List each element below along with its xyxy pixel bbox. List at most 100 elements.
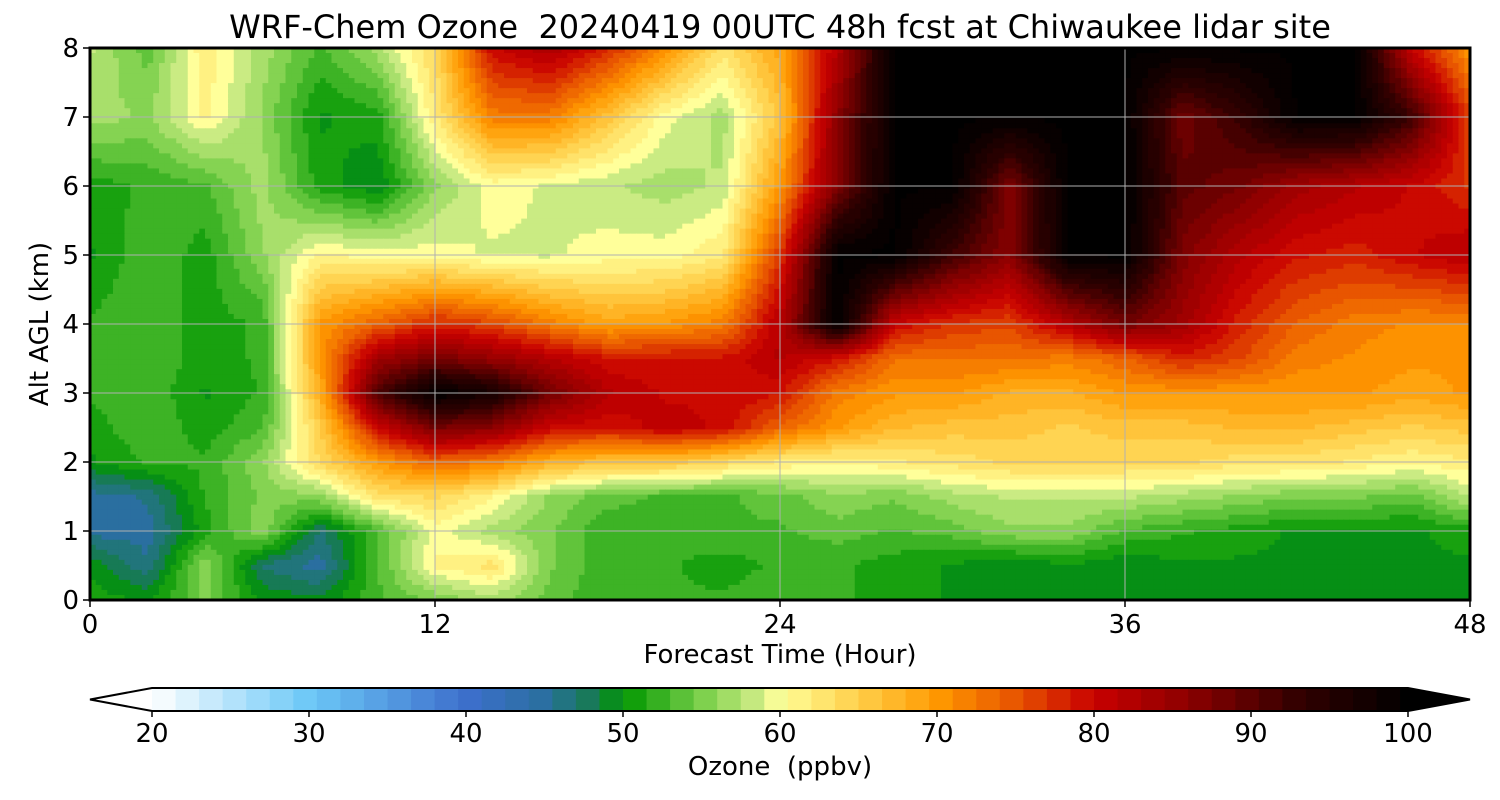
heatmap-cell bbox=[211, 103, 217, 109]
heatmap-cell bbox=[1131, 83, 1137, 89]
heatmap-cell bbox=[567, 133, 573, 139]
heatmap-cell bbox=[659, 123, 665, 129]
heatmap-cell bbox=[205, 113, 211, 119]
heatmap-cell bbox=[96, 143, 102, 149]
heatmap-cell bbox=[1234, 128, 1240, 134]
heatmap-cell bbox=[326, 93, 332, 99]
heatmap-cell bbox=[337, 113, 343, 119]
heatmap-cell bbox=[1280, 113, 1286, 119]
heatmap-cell bbox=[1177, 68, 1183, 74]
heatmap-cell bbox=[1050, 113, 1056, 119]
heatmap-cell bbox=[1321, 118, 1327, 124]
heatmap-cell bbox=[96, 53, 102, 59]
heatmap-cell bbox=[1401, 113, 1407, 119]
heatmap-cell bbox=[947, 138, 953, 144]
heatmap-cell bbox=[510, 128, 516, 134]
heatmap-cell bbox=[608, 58, 614, 64]
heatmap-cell bbox=[746, 68, 752, 74]
heatmap-cell bbox=[1321, 83, 1327, 89]
heatmap-cell bbox=[1091, 83, 1097, 89]
heatmap-cell bbox=[211, 98, 217, 104]
heatmap-cell bbox=[912, 108, 918, 114]
heatmap-cell bbox=[113, 68, 119, 74]
heatmap-cell bbox=[705, 143, 711, 149]
heatmap-cell bbox=[590, 143, 596, 149]
heatmap-cell bbox=[194, 103, 200, 109]
heatmap-cell bbox=[941, 93, 947, 99]
heatmap-cell bbox=[360, 63, 366, 69]
heatmap-cell bbox=[458, 78, 464, 84]
heatmap-cell bbox=[303, 83, 309, 89]
heatmap-cell bbox=[843, 73, 849, 79]
heatmap-cell bbox=[280, 58, 286, 64]
heatmap-cell bbox=[562, 68, 568, 74]
heatmap-cell bbox=[257, 143, 263, 149]
heatmap-cell bbox=[579, 73, 585, 79]
heatmap-cell bbox=[1459, 83, 1465, 89]
heatmap-cell bbox=[245, 148, 251, 154]
heatmap-cell bbox=[912, 143, 918, 149]
heatmap-cell bbox=[1022, 138, 1028, 144]
heatmap-cell bbox=[125, 143, 131, 149]
heatmap-cell bbox=[1332, 68, 1338, 74]
heatmap-cell bbox=[642, 88, 648, 94]
heatmap-cell bbox=[843, 113, 849, 119]
heatmap-cell bbox=[1108, 118, 1114, 124]
heatmap-cell bbox=[435, 118, 441, 124]
heatmap-cell bbox=[1177, 143, 1183, 149]
heatmap-cell bbox=[763, 148, 769, 154]
heatmap-cell bbox=[228, 73, 234, 79]
heatmap-cell bbox=[1171, 93, 1177, 99]
heatmap-cell bbox=[1148, 78, 1154, 84]
heatmap-cell bbox=[153, 68, 159, 74]
heatmap-cell bbox=[1436, 73, 1442, 79]
heatmap-cell bbox=[389, 128, 395, 134]
heatmap-cell bbox=[418, 68, 424, 74]
heatmap-cell bbox=[303, 148, 309, 154]
heatmap-cell bbox=[648, 113, 654, 119]
heatmap-cell bbox=[171, 53, 177, 59]
heatmap-cell bbox=[878, 103, 884, 109]
heatmap-cell bbox=[1298, 98, 1304, 104]
heatmap-cell bbox=[452, 143, 458, 149]
heatmap-cell bbox=[1165, 63, 1171, 69]
heatmap-cell bbox=[355, 83, 361, 89]
heatmap-cell bbox=[970, 103, 976, 109]
heatmap-cell bbox=[527, 83, 533, 89]
heatmap-cell bbox=[510, 113, 516, 119]
heatmap-cell bbox=[142, 128, 148, 134]
heatmap-cell bbox=[1004, 143, 1010, 149]
heatmap-cell bbox=[1016, 68, 1022, 74]
heatmap-cell bbox=[1303, 133, 1309, 139]
heatmap-cell bbox=[878, 98, 884, 104]
heatmap-cell bbox=[263, 118, 269, 124]
heatmap-cell bbox=[458, 128, 464, 134]
heatmap-cell bbox=[820, 113, 826, 119]
heatmap-cell bbox=[1418, 128, 1424, 134]
heatmap-cell bbox=[182, 133, 188, 139]
heatmap-cell bbox=[389, 78, 395, 84]
heatmap-cell bbox=[314, 113, 320, 119]
heatmap-cell bbox=[378, 138, 384, 144]
heatmap-cell bbox=[510, 138, 516, 144]
heatmap-cell bbox=[245, 83, 251, 89]
heatmap-cell bbox=[763, 103, 769, 109]
heatmap-cell bbox=[211, 63, 217, 69]
heatmap-cell bbox=[688, 63, 694, 69]
heatmap-cell bbox=[1085, 93, 1091, 99]
heatmap-cell bbox=[769, 78, 775, 84]
heatmap-cell bbox=[107, 58, 113, 64]
heatmap-cell bbox=[1079, 108, 1085, 114]
heatmap-cell bbox=[1269, 143, 1275, 149]
heatmap-cell bbox=[941, 148, 947, 154]
heatmap-cell bbox=[383, 93, 389, 99]
heatmap-cell bbox=[228, 103, 234, 109]
heatmap-cell bbox=[366, 128, 372, 134]
heatmap-cell bbox=[1286, 58, 1292, 64]
heatmap-cell bbox=[1027, 118, 1033, 124]
heatmap-cell bbox=[1206, 93, 1212, 99]
heatmap-cell bbox=[751, 103, 757, 109]
heatmap-cell bbox=[1085, 58, 1091, 64]
heatmap-cell bbox=[579, 138, 585, 144]
heatmap-cell bbox=[849, 93, 855, 99]
